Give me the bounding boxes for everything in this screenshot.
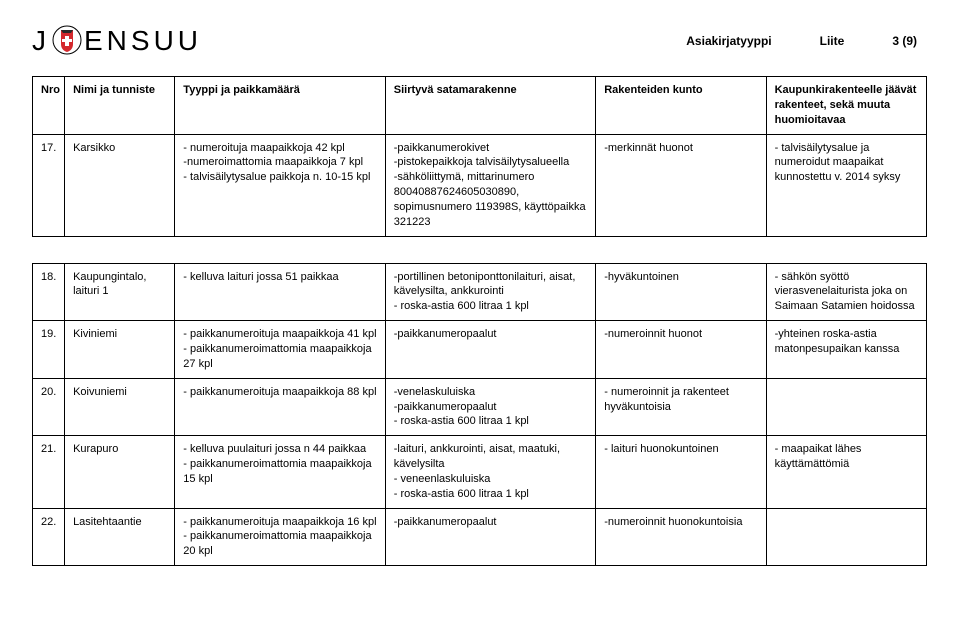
col-huomio: Kaupunkirakenteelle jäävät rakenteet, se… — [766, 77, 926, 135]
col-tyyppi: Tyyppi ja paikkamäärä — [175, 77, 385, 135]
cell-kunto: -merkinnät huonot — [596, 134, 766, 236]
cell-rakenne: -laituri, ankkurointi, aisat, maatuki, k… — [385, 436, 595, 508]
cell-huomio — [766, 508, 926, 566]
cell-huomio: - talvisäilytysalue ja numeroidut maapai… — [766, 134, 926, 236]
page-indicator: 3 (9) — [892, 34, 917, 48]
logo-text-left: J — [32, 25, 50, 57]
table-header-row: Nro Nimi ja tunniste Tyyppi ja paikkamää… — [33, 77, 927, 135]
doc-type-value: Liite — [820, 34, 845, 48]
cell-huomio: - maapaikat lähes käyttämättömiä — [766, 436, 926, 508]
logo-shield-icon — [52, 24, 82, 58]
cell-huomio: -yhteinen roska-astia matonpesupaikan ka… — [766, 321, 926, 379]
logo-text-right: ENSUU — [84, 25, 202, 57]
data-table-continued: 18.Kaupungintalo, laituri 1- kelluva lai… — [32, 263, 927, 567]
cell-rakenne: -paikkanumerokivet -pistokepaikkoja talv… — [385, 134, 595, 236]
cell-rakenne: -venelaskuluiska -paikkanumeropaalut - r… — [385, 378, 595, 436]
cell-nimi: Koivuniemi — [65, 378, 175, 436]
cell-nro: 21. — [33, 436, 65, 508]
cell-nro: 19. — [33, 321, 65, 379]
table-row: 21.Kurapuro- kelluva puulaituri jossa n … — [33, 436, 927, 508]
cell-huomio: - sähkön syöttö vierasvenelaiturista jok… — [766, 263, 926, 321]
cell-kunto: -numeroinnit huonot — [596, 321, 766, 379]
cell-tyyppi: - paikkanumeroituja maapaikkoja 41 kpl -… — [175, 321, 385, 379]
cell-rakenne: -portillinen betoniponttonilaituri, aisa… — [385, 263, 595, 321]
cell-nro: 17. — [33, 134, 65, 236]
col-nro: Nro — [33, 77, 65, 135]
col-nimi: Nimi ja tunniste — [65, 77, 175, 135]
cell-nimi: Kaupungintalo, laituri 1 — [65, 263, 175, 321]
cell-tyyppi: - kelluva laituri jossa 51 paikkaa — [175, 263, 385, 321]
cell-huomio — [766, 378, 926, 436]
cell-tyyppi: - paikkanumeroituja maapaikkoja 88 kpl — [175, 378, 385, 436]
cell-nro: 22. — [33, 508, 65, 566]
cell-tyyppi: - paikkanumeroituja maapaikkoja 16 kpl -… — [175, 508, 385, 566]
cell-kunto: -hyväkuntoinen — [596, 263, 766, 321]
logo: J ENSUU — [32, 24, 202, 58]
table-row: 22.Lasitehtaantie- paikkanumeroituja maa… — [33, 508, 927, 566]
cell-nro: 18. — [33, 263, 65, 321]
cell-nimi: Karsikko — [65, 134, 175, 236]
col-rakenne: Siirtyvä satamarakenne — [385, 77, 595, 135]
cell-nimi: Kiviniemi — [65, 321, 175, 379]
header-meta: Asiakirjatyyppi Liite 3 (9) — [686, 34, 927, 48]
page-header: J ENSUU Asiakirjatyyppi Liite 3 (9) — [32, 24, 927, 58]
data-table: Nro Nimi ja tunniste Tyyppi ja paikkamää… — [32, 76, 927, 237]
cell-tyyppi: - numeroituja maapaikkoja 42 kpl -numero… — [175, 134, 385, 236]
doc-type-label: Asiakirjatyyppi — [686, 34, 771, 48]
cell-rakenne: -paikkanumeropaalut — [385, 508, 595, 566]
col-kunto: Rakenteiden kunto — [596, 77, 766, 135]
cell-kunto: -numeroinnit huonokuntoisia — [596, 508, 766, 566]
table-row: 19.Kiviniemi- paikkanumeroituja maapaikk… — [33, 321, 927, 379]
table-row: 18.Kaupungintalo, laituri 1- kelluva lai… — [33, 263, 927, 321]
cell-nimi: Lasitehtaantie — [65, 508, 175, 566]
table-gap — [32, 237, 927, 255]
cell-tyyppi: - kelluva puulaituri jossa n 44 paikkaa … — [175, 436, 385, 508]
cell-kunto: - numeroinnit ja rakenteet hyväkuntoisia — [596, 378, 766, 436]
table-row: 20.Koivuniemi- paikkanumeroituja maapaik… — [33, 378, 927, 436]
cell-rakenne: -paikkanumeropaalut — [385, 321, 595, 379]
cell-kunto: - laituri huonokuntoinen — [596, 436, 766, 508]
cell-nimi: Kurapuro — [65, 436, 175, 508]
cell-nro: 20. — [33, 378, 65, 436]
table-row: 17.Karsikko- numeroituja maapaikkoja 42 … — [33, 134, 927, 236]
